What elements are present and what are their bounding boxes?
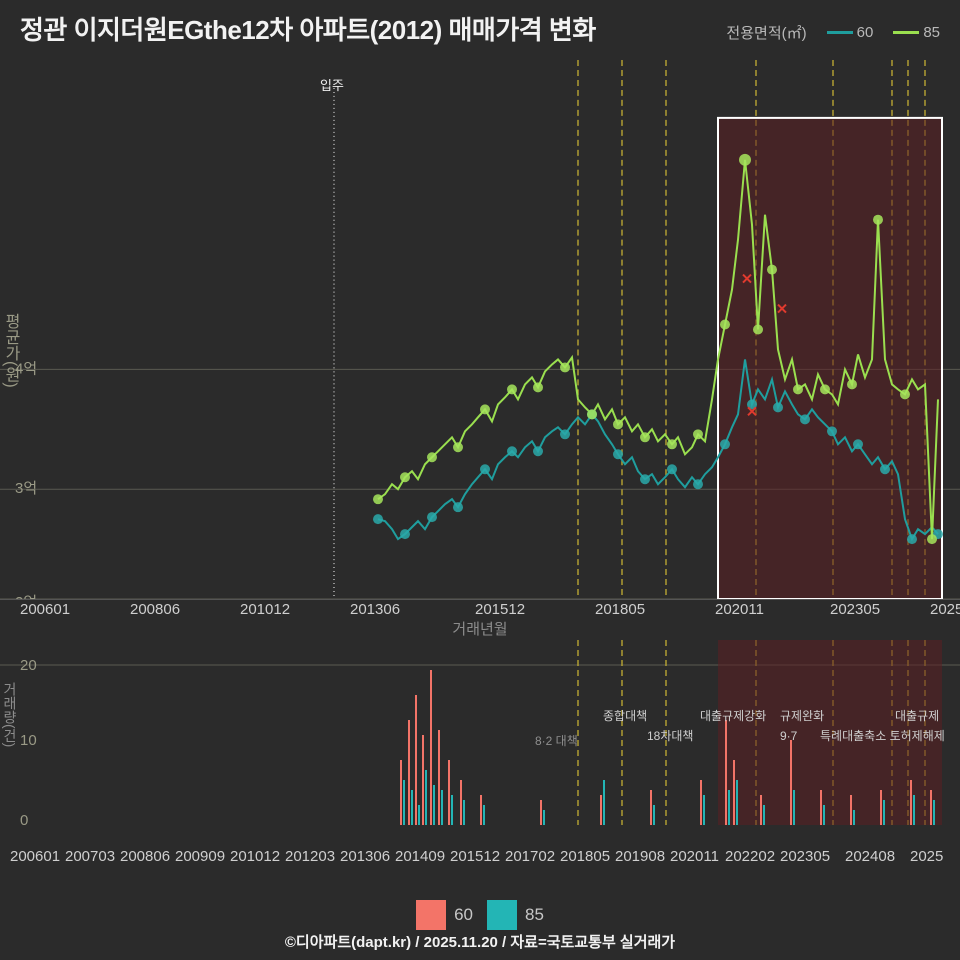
volume-axis-title: 거래량(건) xyxy=(0,605,20,825)
bottom-legend-swatch-60 xyxy=(416,900,446,930)
vol-y-label-10: 10 xyxy=(20,732,37,749)
svg-text:201805: 201805 xyxy=(595,601,645,618)
svg-text:200909: 200909 xyxy=(175,848,225,865)
footer-text: ©디아파트(dapt.kr) / 2025.11.20 / 자료=국토교통부 실… xyxy=(0,931,960,952)
bottom-legend-swatch-85 xyxy=(487,900,517,930)
legend-swatch-85 xyxy=(893,31,919,34)
legend-swatch-60 xyxy=(827,31,853,34)
bottom-legend-item-85[interactable]: 85 xyxy=(487,900,544,930)
svg-text:200703: 200703 xyxy=(65,848,115,865)
policy-annot-6: 9·7 xyxy=(780,729,798,743)
move-in-label: 입주 xyxy=(320,78,344,93)
svg-text:200806: 200806 xyxy=(130,601,180,618)
svg-text:201805: 201805 xyxy=(560,848,610,865)
svg-text:201702: 201702 xyxy=(505,848,555,865)
bottom-legend-label-60: 60 xyxy=(454,905,473,925)
legend-label-60: 60 xyxy=(857,24,874,41)
vol-y-label-0: 0 xyxy=(20,812,28,829)
svg-text:201012: 201012 xyxy=(230,848,280,865)
svg-text:202011: 202011 xyxy=(670,848,719,865)
svg-text:202202: 202202 xyxy=(725,848,775,865)
policy-annot-8: 특례대출축소 토허제해제 xyxy=(820,729,945,743)
svg-text:200601: 200601 xyxy=(20,601,70,618)
volume-x-axis: 200601 200703 200806 200909 201012 20120… xyxy=(0,843,960,868)
price-panel[interactable]: 4억 3억 2억 입주 xyxy=(0,60,960,600)
chart-title: 정관 이지더원EGthe12차 아파트(2012) 매매가격 변화 xyxy=(20,10,596,47)
legend-top-label: 전용면적(㎡) xyxy=(726,22,806,43)
svg-text:201512: 201512 xyxy=(475,601,525,618)
svg-text:201012: 201012 xyxy=(240,601,290,618)
bottom-legend: 60 85 xyxy=(0,900,960,930)
svg-text:201908: 201908 xyxy=(615,848,665,865)
svg-text:201203: 201203 xyxy=(285,848,335,865)
legend-item-60: 60 xyxy=(827,24,874,41)
svg-text:200806: 200806 xyxy=(120,848,170,865)
svg-text:200601: 200601 xyxy=(10,848,60,865)
vol-y-label-20: 20 xyxy=(20,657,37,674)
policy-annot-1: 8·2 대책 xyxy=(535,733,578,748)
legend-label-85: 85 xyxy=(923,24,940,41)
legend-top: 전용면적(㎡) 60 85 xyxy=(726,22,940,43)
policy-annot-3: 18차대책 xyxy=(647,728,693,743)
price-axis-title: 거래년월 xyxy=(0,618,960,639)
bottom-legend-label-85: 85 xyxy=(525,905,544,925)
svg-text:2025: 2025 xyxy=(930,601,960,618)
svg-text:202408: 202408 xyxy=(845,848,895,865)
svg-text:201512: 201512 xyxy=(450,848,500,865)
svg-text:201306: 201306 xyxy=(350,601,400,618)
svg-text:202011: 202011 xyxy=(715,601,764,618)
svg-text:201306: 201306 xyxy=(340,848,390,865)
policy-annot-7: 대출규제 xyxy=(895,709,939,723)
policy-annot-4: 대출규제강화 xyxy=(700,709,766,723)
svg-text:202305: 202305 xyxy=(780,848,830,865)
price-axis-title: 평균가(원) xyxy=(0,120,20,580)
policy-annot-5: 규제완화 xyxy=(780,709,824,723)
svg-text:201409: 201409 xyxy=(395,848,445,865)
policy-annot-2: 종합대책 xyxy=(603,708,647,723)
legend-item-85: 85 xyxy=(893,24,940,41)
svg-text:2025: 2025 xyxy=(910,848,943,865)
bottom-legend-item-60[interactable]: 60 xyxy=(416,900,473,930)
svg-text:202305: 202305 xyxy=(830,601,880,618)
volume-panel[interactable]: 20 10 0 xyxy=(0,640,960,860)
